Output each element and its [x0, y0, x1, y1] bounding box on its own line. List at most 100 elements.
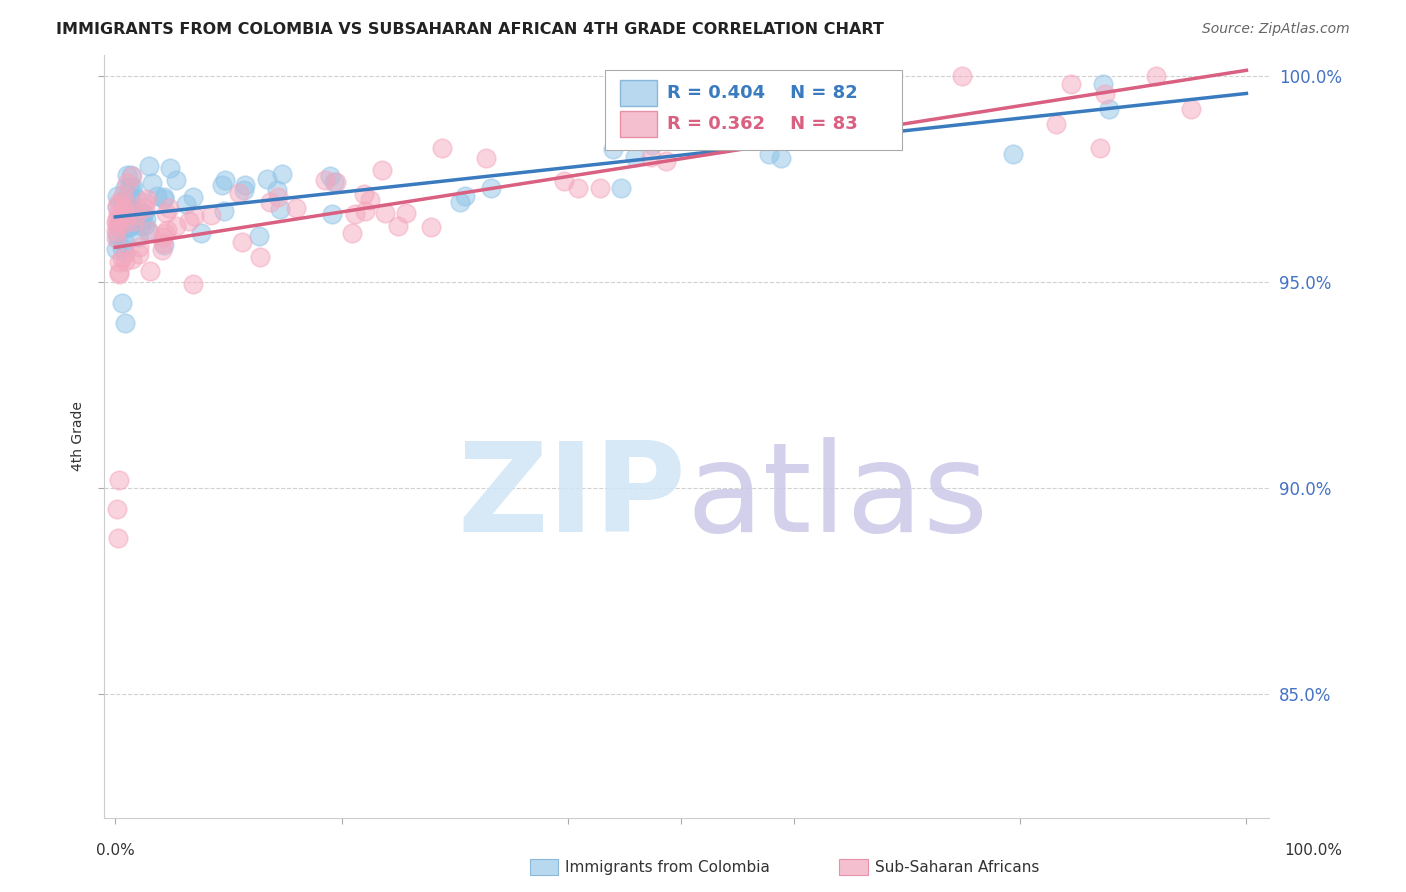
Point: [105, 243, 128, 257]
Point: [115, 210, 138, 224]
Point: [269, 202, 291, 217]
Point: [105, 211, 128, 226]
Point: [135, 212, 157, 227]
Point: [950, 69, 973, 83]
Point: [249, 250, 271, 264]
Point: [190, 227, 212, 241]
Point: [114, 246, 136, 260]
Point: [115, 168, 138, 182]
Point: [589, 181, 612, 195]
Point: [111, 194, 134, 208]
Point: [152, 237, 174, 252]
Y-axis label: 4th Grade: 4th Grade: [72, 401, 86, 472]
Point: [111, 202, 134, 216]
Point: [641, 138, 664, 153]
Point: [228, 186, 250, 201]
Text: Source: ZipAtlas.com: Source: ZipAtlas.com: [1202, 22, 1350, 37]
Point: [602, 142, 624, 156]
FancyBboxPatch shape: [605, 70, 903, 151]
Point: [153, 189, 176, 203]
Point: [117, 198, 139, 212]
Point: [211, 178, 233, 192]
Point: [157, 201, 180, 215]
Point: [165, 219, 187, 234]
Point: [152, 229, 174, 244]
Point: [134, 194, 156, 209]
Point: [114, 316, 136, 330]
Point: [214, 173, 236, 187]
Point: [344, 207, 367, 221]
Point: [120, 190, 142, 204]
Point: [758, 146, 780, 161]
Point: [314, 173, 336, 187]
Point: [105, 224, 128, 238]
Point: [624, 150, 647, 164]
Point: [212, 203, 235, 218]
Point: [107, 265, 129, 279]
Text: IMMIGRANTS FROM COLOMBIA VS SUBSAHARAN AFRICAN 4TH GRADE CORRELATION CHART: IMMIGRANTS FROM COLOMBIA VS SUBSAHARAN A…: [56, 22, 884, 37]
Point: [1180, 102, 1202, 116]
Point: [479, 181, 502, 195]
Point: [247, 228, 270, 243]
Point: [118, 220, 141, 235]
Point: [749, 114, 772, 128]
Point: [567, 181, 589, 195]
Point: [831, 115, 853, 129]
Point: [112, 202, 135, 216]
Point: [271, 167, 294, 181]
Point: [285, 201, 308, 215]
Point: [115, 176, 138, 190]
Point: [139, 264, 162, 278]
Point: [105, 219, 128, 233]
Point: [134, 201, 156, 215]
Point: [105, 501, 128, 516]
Point: [145, 188, 167, 202]
Point: [183, 209, 205, 223]
Point: [112, 188, 135, 202]
Point: [233, 183, 256, 197]
Point: [159, 161, 181, 175]
Point: [200, 208, 222, 222]
Point: [449, 195, 471, 210]
Point: [122, 204, 145, 219]
Point: [371, 163, 394, 178]
Point: [1144, 69, 1167, 83]
Point: [127, 205, 149, 219]
Point: [323, 175, 346, 189]
Point: [706, 137, 728, 152]
Point: [121, 180, 143, 194]
Point: [108, 267, 131, 281]
Point: [114, 235, 136, 250]
Point: [1001, 147, 1024, 161]
Point: [114, 254, 136, 268]
Point: [233, 178, 256, 192]
Point: [799, 120, 821, 135]
Point: [105, 200, 128, 214]
Point: [108, 214, 131, 228]
Text: Immigrants from Colombia: Immigrants from Colombia: [565, 860, 770, 874]
Point: [121, 169, 143, 184]
Point: [127, 210, 149, 224]
Point: [553, 174, 575, 188]
Point: [118, 219, 141, 234]
Point: [129, 219, 152, 233]
Point: [127, 192, 149, 206]
Point: [121, 168, 143, 182]
Point: [107, 207, 129, 221]
Point: [430, 141, 453, 155]
Point: [107, 232, 129, 246]
Point: [155, 206, 177, 220]
Point: [655, 153, 678, 168]
Point: [125, 208, 148, 222]
Point: [353, 204, 375, 219]
Point: [105, 230, 128, 244]
Point: [319, 169, 342, 184]
Point: [394, 206, 416, 220]
Point: [111, 295, 134, 310]
Point: [117, 218, 139, 232]
Text: Sub-Saharan Africans: Sub-Saharan Africans: [875, 860, 1039, 874]
Point: [105, 215, 128, 229]
Point: [704, 133, 727, 147]
Point: [454, 188, 477, 202]
Point: [114, 194, 136, 209]
